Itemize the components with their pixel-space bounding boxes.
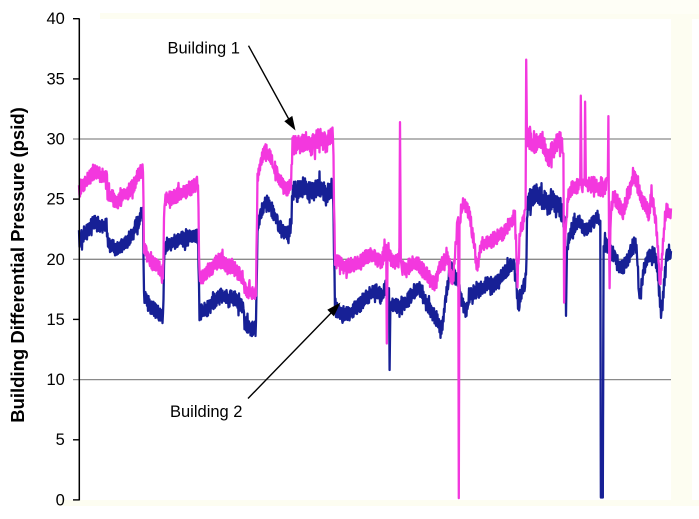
svg-text:35: 35	[46, 70, 64, 88]
svg-text:15: 15	[46, 311, 64, 329]
svg-text:20: 20	[46, 251, 64, 269]
svg-text:5: 5	[56, 431, 65, 449]
svg-text:Building 2: Building 2	[170, 403, 242, 421]
svg-text:40: 40	[46, 10, 64, 28]
svg-text:0: 0	[56, 491, 65, 509]
svg-text:25: 25	[46, 191, 64, 209]
svg-text:10: 10	[46, 371, 64, 389]
svg-text:Building Differential Pressure: Building Differential Pressure (psid)	[7, 107, 28, 423]
svg-text:Building 1: Building 1	[168, 40, 240, 58]
svg-text:30: 30	[46, 131, 64, 149]
